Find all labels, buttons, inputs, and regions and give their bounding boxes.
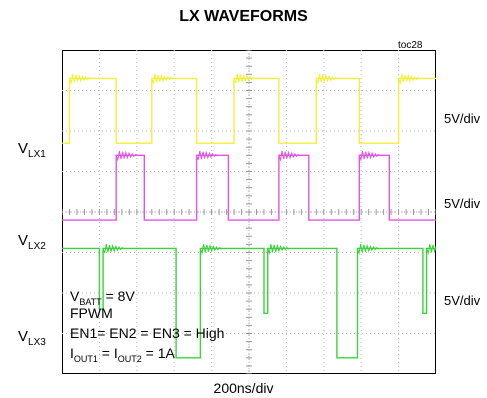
trace-vlx1 bbox=[62, 77, 436, 144]
annotation-vbatt: VBATT = 8V bbox=[70, 288, 135, 307]
x-axis-label: 200ns/div bbox=[213, 380, 274, 396]
trace-ringing bbox=[356, 243, 381, 256]
trace-ringing bbox=[398, 73, 422, 85]
trace-ringing bbox=[267, 243, 291, 256]
trace-ringing bbox=[233, 73, 257, 84]
figure-id: toc28 bbox=[398, 40, 423, 51]
scope-plot-area bbox=[62, 50, 436, 374]
trace-ringing bbox=[199, 243, 223, 256]
annotation-iout: IOUT1 = IOUT2 = 1A bbox=[70, 345, 175, 364]
label-vlx2: VLX2 bbox=[18, 232, 46, 252]
scale-ch2: 5V/div bbox=[444, 196, 481, 211]
trace-vlx2 bbox=[62, 154, 436, 221]
trace-ringing bbox=[315, 73, 339, 85]
scale-ch1: 5V/div bbox=[444, 111, 481, 126]
label-vlx3: VLX3 bbox=[18, 328, 46, 348]
trace-ringing bbox=[115, 150, 139, 162]
trace-ringing bbox=[358, 150, 382, 162]
scale-ch3: 5V/div bbox=[444, 293, 481, 308]
chart-title: LX WAVEFORMS bbox=[179, 8, 308, 25]
annotation-mode: FPWM bbox=[70, 305, 113, 321]
traces bbox=[62, 73, 436, 359]
label-vlx1: VLX1 bbox=[18, 140, 46, 160]
trace-ringing bbox=[102, 243, 126, 254]
trace-ringing bbox=[278, 150, 302, 162]
trace-ringing bbox=[69, 73, 93, 85]
trace-ringing bbox=[151, 73, 175, 85]
trace-vlx3 bbox=[62, 247, 436, 359]
annotation-enable: EN1= EN2 = EN3 = High bbox=[70, 325, 225, 341]
trace-ringing bbox=[426, 244, 436, 256]
trace-ringing bbox=[196, 150, 220, 161]
